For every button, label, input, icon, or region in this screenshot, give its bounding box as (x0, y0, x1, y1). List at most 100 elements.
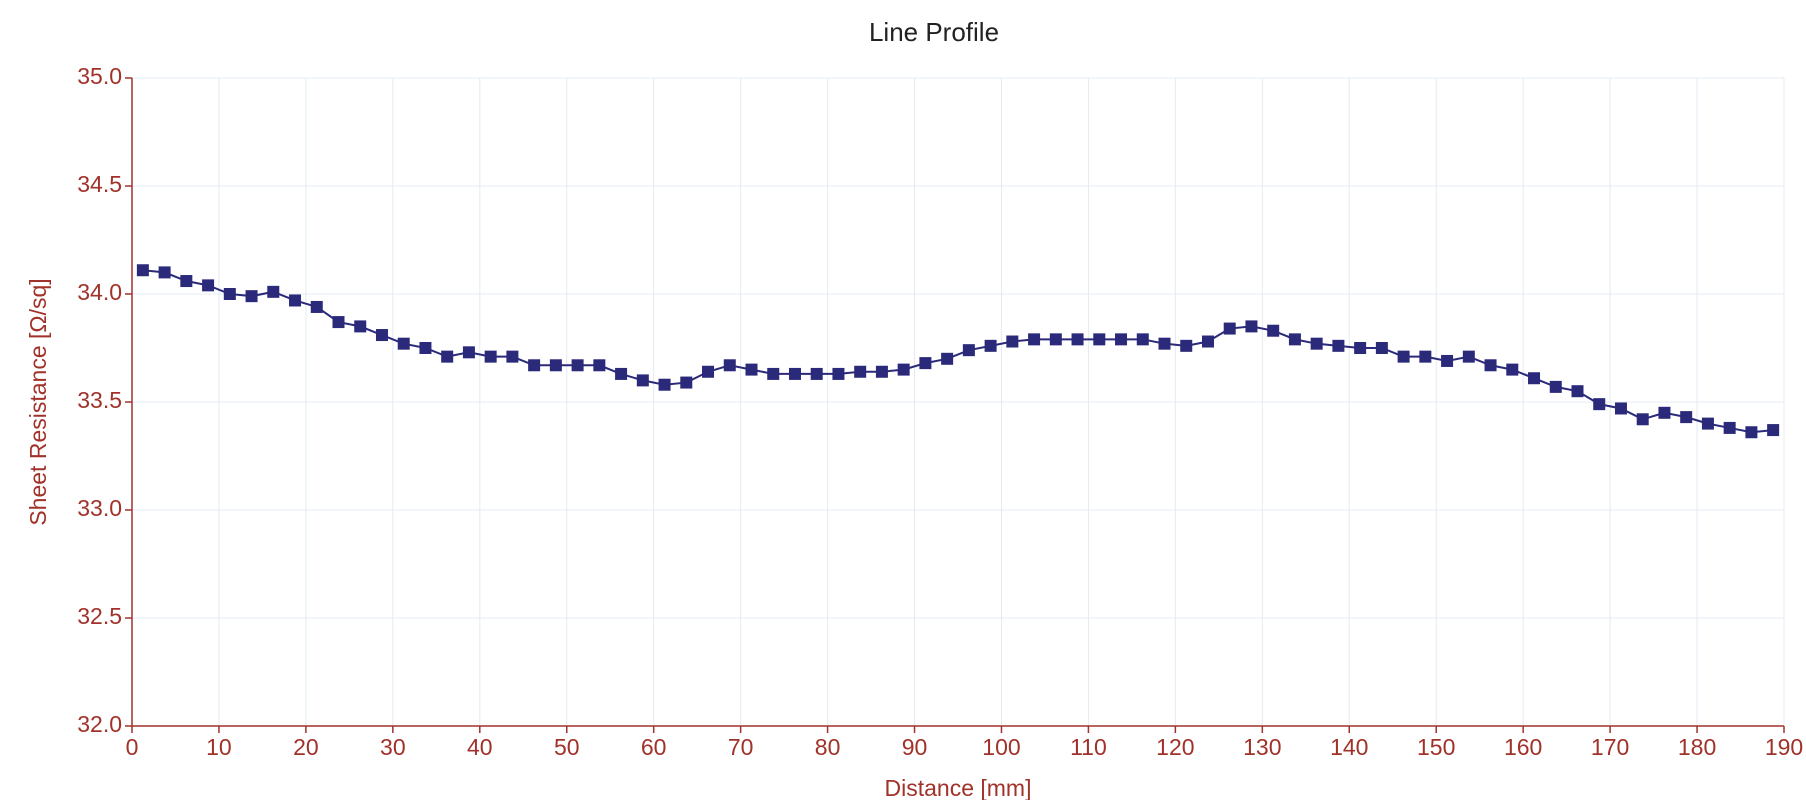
data-point (375, 329, 388, 342)
data-point (1549, 380, 1562, 393)
data-point (636, 374, 649, 387)
data-point (854, 365, 867, 378)
data-point (788, 367, 801, 380)
data-point (658, 378, 671, 391)
data-point (1701, 417, 1714, 430)
data-point (832, 367, 845, 380)
x-tick-label: 180 (1678, 734, 1716, 760)
data-point (1201, 335, 1214, 348)
data-point (1354, 342, 1367, 354)
data-point (941, 352, 954, 365)
data-point (1136, 333, 1149, 346)
x-tick-label: 80 (815, 734, 841, 760)
x-tick-label: 100 (982, 734, 1020, 760)
data-point (984, 339, 997, 352)
data-point (1745, 426, 1758, 439)
data-point (1006, 335, 1019, 348)
data-point (1528, 372, 1541, 385)
data-point (1049, 333, 1062, 346)
data-point (1419, 350, 1432, 363)
data-point (506, 350, 519, 363)
x-tick-label: 110 (1070, 734, 1107, 760)
data-point (1571, 385, 1584, 398)
data-point (419, 342, 432, 354)
data-point (1245, 320, 1258, 333)
y-tick-label: 32.5 (77, 603, 122, 629)
data-point (1375, 342, 1388, 354)
data-point (1484, 359, 1497, 372)
x-tick-label: 0 (126, 734, 139, 760)
data-point (397, 337, 410, 350)
data-point (767, 367, 780, 380)
data-point (332, 316, 345, 329)
x-tick-label: 160 (1504, 734, 1542, 760)
x-tick-label: 50 (554, 734, 580, 760)
x-tick-label: 70 (728, 734, 754, 760)
data-point (1441, 354, 1454, 367)
y-tick-label: 33.5 (77, 387, 122, 413)
data-point (528, 359, 541, 372)
chart-title: Line Profile (869, 17, 999, 47)
y-tick-label: 35.0 (77, 63, 122, 89)
data-point (1658, 406, 1671, 419)
data-point (810, 367, 823, 380)
y-tick-label: 34.5 (77, 171, 122, 197)
x-tick-label: 40 (467, 734, 493, 760)
data-point (1267, 324, 1280, 337)
x-axis-title: Distance [mm] (885, 775, 1032, 800)
data-point (441, 350, 454, 363)
x-tick-label: 130 (1243, 734, 1281, 760)
data-line (142, 269, 1774, 434)
data-point (723, 359, 736, 372)
x-tick-label: 140 (1330, 734, 1368, 760)
data-point (1028, 333, 1041, 346)
data-point (1288, 333, 1301, 346)
y-tick-label: 32.0 (77, 711, 122, 737)
data-point (1636, 413, 1649, 426)
data-point (680, 376, 693, 389)
data-point (1115, 333, 1128, 346)
data-point (136, 264, 149, 277)
data-point (919, 357, 932, 370)
y-tick-label: 34.0 (77, 279, 122, 305)
x-tick-label: 60 (641, 734, 667, 760)
data-point (1593, 398, 1606, 411)
data-point (1462, 350, 1475, 363)
data-point (158, 266, 171, 279)
x-tick-label: 90 (902, 734, 928, 760)
data-point (354, 320, 367, 333)
x-tick-label: 10 (206, 734, 232, 760)
data-point (1614, 402, 1627, 415)
data-point (310, 300, 323, 313)
data-point (962, 344, 975, 357)
x-tick-label: 150 (1417, 734, 1455, 760)
data-point (1093, 333, 1106, 346)
data-point (1332, 339, 1345, 352)
data-point (1397, 350, 1410, 363)
data-point (267, 285, 280, 298)
data-point (549, 359, 562, 372)
data-point (462, 346, 475, 359)
data-point (180, 275, 193, 288)
data-point (1723, 421, 1736, 434)
x-tick-label: 170 (1591, 734, 1629, 760)
data-point (702, 365, 715, 378)
data-point (1071, 333, 1084, 346)
data-point (245, 290, 258, 303)
data-point (289, 294, 302, 307)
x-tick-label: 30 (380, 734, 406, 760)
data-point (897, 363, 910, 376)
y-axis-title: Sheet Resistance [Ω/sq] (25, 278, 51, 525)
data-point (1310, 337, 1323, 350)
data-point (745, 363, 758, 376)
data-point (1680, 411, 1693, 424)
data-point (223, 288, 236, 300)
data-point (593, 359, 606, 372)
data-point (1767, 424, 1780, 437)
data-point (615, 367, 628, 380)
data-point (1223, 322, 1236, 335)
x-tick-label: 20 (293, 734, 319, 760)
data-point (571, 359, 584, 372)
data-point (202, 279, 215, 292)
data-point (484, 350, 497, 363)
